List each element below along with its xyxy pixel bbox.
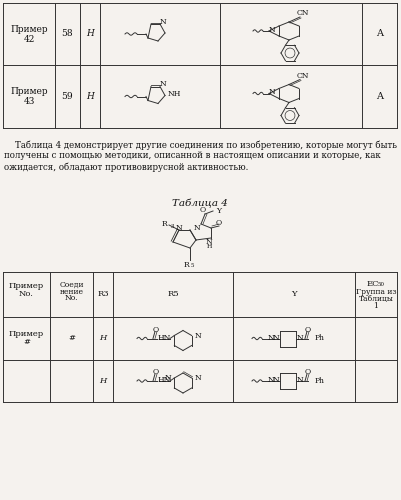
Text: H: H [206,244,212,250]
Text: NH: NH [168,90,181,98]
Text: N: N [194,224,200,232]
Text: Пример: Пример [10,24,48,34]
Text: A: A [376,30,383,38]
Text: H: H [86,92,94,101]
Text: N: N [269,26,275,34]
Text: 5: 5 [191,263,194,268]
Text: HN: HN [157,334,171,342]
Text: CN: CN [297,72,309,80]
Text: N: N [176,224,182,232]
Text: Соеди: Соеди [59,280,84,288]
Text: N: N [297,376,304,384]
Text: R: R [183,261,189,269]
Text: N: N [269,88,275,96]
Text: N: N [160,80,166,88]
Text: R5: R5 [167,290,179,298]
Text: EC: EC [367,280,379,287]
Text: Пример: Пример [10,87,48,96]
Text: N: N [272,334,279,342]
Text: 43: 43 [23,97,35,106]
Text: No.: No. [65,294,78,302]
Text: Пример: Пример [9,330,44,338]
Text: 3: 3 [171,224,174,228]
Text: Y: Y [291,290,297,298]
Text: Ph: Ph [315,334,325,342]
Text: ожидается, обладают противовирусной активностью.: ожидается, обладают противовирусной акти… [4,162,248,172]
Text: получены с помощью методики, описанной в настоящем описании и которые, как: получены с помощью методики, описанной в… [4,151,381,160]
Text: No.: No. [19,290,34,298]
Text: 59: 59 [62,92,73,101]
Text: 58: 58 [62,30,73,38]
Text: O: O [305,326,311,334]
Text: нение: нение [59,288,83,296]
Text: 50: 50 [377,282,385,288]
Text: N: N [297,334,304,342]
Text: Группа из: Группа из [356,288,396,296]
Text: Y: Y [216,207,221,215]
Text: H: H [99,334,107,342]
Text: A: A [376,92,383,101]
Text: H: H [99,377,107,385]
Text: HN: HN [157,376,171,384]
Text: Таблица 4: Таблица 4 [172,200,228,208]
Text: N: N [267,334,274,342]
Text: N: N [194,374,201,382]
Text: O: O [153,368,159,376]
Text: H: H [86,30,94,38]
Text: CN: CN [297,9,309,17]
Text: N: N [272,376,279,384]
Text: #: # [23,338,30,346]
Text: N: N [206,238,213,246]
Text: N: N [194,332,201,340]
Text: O: O [216,219,222,227]
Text: 42: 42 [23,34,35,43]
Text: Таблица 4 демонстрирует другие соединения по изобретению, которые могут быть: Таблица 4 демонстрирует другие соединени… [4,140,397,149]
Text: Пример: Пример [9,282,44,290]
Text: R: R [161,220,167,228]
Text: N: N [164,374,171,382]
Text: #: # [68,334,75,342]
Text: R3: R3 [97,290,109,298]
Text: O: O [153,326,159,334]
Text: O: O [200,206,206,214]
Text: N: N [160,18,166,26]
Text: Ph: Ph [315,377,325,385]
Text: Таблицы: Таблицы [358,294,393,302]
Text: N: N [267,376,274,384]
Text: O: O [305,368,311,376]
Text: 1: 1 [374,302,379,310]
